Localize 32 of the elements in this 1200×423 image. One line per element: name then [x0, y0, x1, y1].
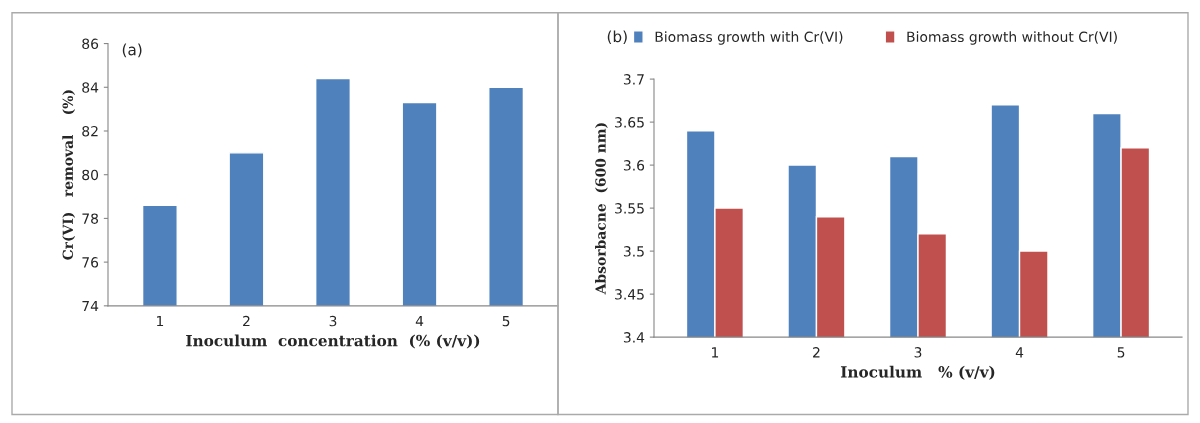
x-tick-label: 1 [157, 315, 164, 327]
y-tick-label: 74 [82, 300, 99, 312]
legend-label: Biomass growth without Cr(VI) [907, 31, 1117, 45]
x-tick-label: 2 [243, 315, 250, 327]
y-tick-label: 3.7 [623, 74, 644, 85]
y-tick-label: 84 [82, 82, 99, 93]
x-tick-label: 3 [914, 347, 922, 358]
y-tick-label: 76 [82, 257, 99, 268]
legend-label: Biomass growth with Cr(VI) [655, 31, 843, 45]
y-tick-label: 3.5 [623, 246, 644, 257]
x-tick-label: 4 [1015, 347, 1024, 358]
y-tick-label: 3.65 [615, 117, 644, 128]
x-axis-title: Inoculum concentration (% (v/v)) [186, 334, 480, 349]
x-axis-title: Inoculum % (v/v) [840, 365, 995, 380]
y-axis-title: Absorbacne (600 nm) [595, 123, 608, 295]
y-tick-label: 3.45 [615, 289, 644, 300]
x-tick-label: 3 [329, 315, 337, 327]
text: (b) [607, 30, 627, 45]
x-tick-label: 4 [415, 315, 424, 327]
y-tick-label: 3.6 [623, 160, 645, 171]
y-tick-label: 82 [82, 125, 98, 137]
x-tick-label: 5 [502, 315, 510, 327]
y-tick-label: 80 [82, 169, 99, 181]
y-tick-label: 3.55 [615, 203, 644, 214]
y-tick-label: 86 [82, 38, 99, 50]
y-axis-title: Cr(VI) removal (%) [62, 90, 76, 260]
annotation: (a) [122, 43, 142, 58]
x-tick-label: 2 [813, 347, 820, 358]
y-tick-label: 78 [82, 213, 99, 224]
x-tick-label: 1 [712, 347, 719, 358]
y-tick-label: 3.4 [623, 332, 645, 343]
x-tick-label: 5 [1117, 347, 1125, 358]
